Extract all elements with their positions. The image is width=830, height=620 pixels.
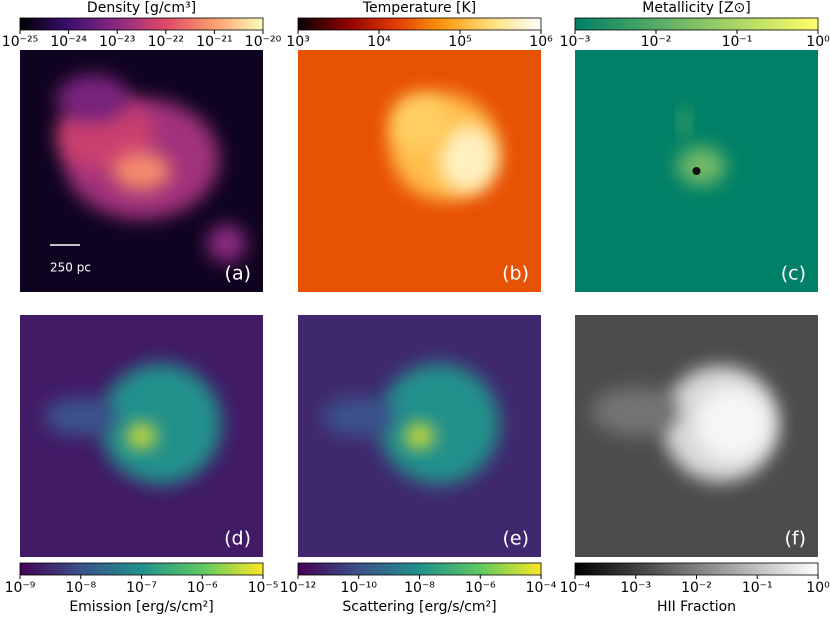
colorbar-tick-label: 10⁰ [806, 34, 830, 50]
panel-image [575, 315, 818, 557]
panel-label: (b) [502, 263, 529, 285]
colorbar [574, 17, 819, 31]
image-feature [592, 387, 680, 436]
colorbar-tick-label: 10⁻⁷ [126, 580, 157, 596]
colorbar-label: Scattering [erg/s/cm²] [342, 599, 496, 615]
panel: (f) 10⁻⁴ 10⁻³ 10⁻² 10⁻¹ 10⁰ HII Fraction [560, 315, 830, 615]
colorbar-tick-label: 10⁵ [448, 34, 471, 50]
colorbar-tick-label: 10⁻⁶ [465, 580, 496, 596]
colorbar-tick-label: 10⁻¹ [722, 34, 753, 50]
colorbar [19, 562, 264, 576]
image-feature [56, 74, 130, 123]
colorbar-tick-label: 10⁴ [367, 34, 391, 50]
colorbar-tick-label: 10⁻² [641, 34, 672, 50]
image-feature [207, 224, 246, 263]
image-feature [322, 397, 396, 437]
colorbar-tick-label: 10⁻⁴ [560, 580, 591, 596]
colorbar-label: Metallicity [Z⊙] [642, 0, 751, 16]
image-feature [112, 151, 171, 191]
colorbar-tick-label: 10⁻²⁴ [50, 34, 87, 50]
colorbar-tick-label: 10⁻²⁰ [245, 34, 282, 50]
image-feature [679, 108, 690, 138]
colorbar-tick-label: 10⁻¹⁰ [341, 580, 378, 596]
panel-image [575, 50, 818, 292]
colorbar-tick-label: 10⁻²⁵ [2, 34, 38, 50]
panel-image [20, 50, 263, 292]
colorbar-tick-label: 10⁻⁹ [5, 580, 36, 596]
panel: (d) 10⁻⁹ 10⁻⁸ 10⁻⁷ 10⁻⁶ 10⁻⁵ Emission [erg/s/c… [5, 315, 279, 615]
panel-image [298, 50, 541, 292]
image-feature [390, 93, 449, 152]
panel-label: (f) [784, 528, 806, 550]
image-feature [404, 423, 435, 449]
image-feature [696, 387, 770, 461]
colorbar-label: Density [g/cm³] [87, 0, 196, 16]
colorbar-tick-label: 10⁻³ [620, 580, 651, 596]
scale-bar-label: 250 pc [50, 261, 91, 275]
colorbar-tick-label: 10⁰ [806, 580, 830, 596]
colorbar-label: Temperature [K] [362, 0, 476, 16]
panel-image [298, 315, 541, 557]
colorbar-label: HII Fraction [657, 599, 736, 615]
panel: (a) 250 pc 10⁻²⁵ 10⁻²⁴ 10⁻²³ 10⁻²² 10⁻²¹ 10⁻²⁰ D… [2, 0, 282, 292]
colorbar-tick-label: 10⁻⁶ [187, 580, 218, 596]
image-feature [677, 146, 726, 186]
image-feature [438, 125, 498, 193]
panel: (c) 10⁻³ 10⁻² 10⁻¹ 10⁰ Metallicity [Z⊙] [560, 0, 830, 292]
colorbar-tick-label: 10⁻²³ [99, 34, 135, 50]
image-feature [126, 423, 157, 449]
panel-label: (d) [224, 528, 251, 550]
colorbar-tick-label: 10⁻³ [560, 34, 591, 50]
image-feature [100, 363, 222, 485]
image-feature [692, 167, 701, 175]
colorbar-tick-label: 10⁻¹ [742, 580, 773, 596]
colorbar-tick-label: 10⁶ [529, 34, 553, 50]
panel: (e) 10⁻¹² 10⁻¹⁰ 10⁻⁸ 10⁻⁶ 10⁻⁴ Scattering [erg… [280, 315, 557, 615]
colorbar [574, 562, 819, 576]
image-feature [378, 363, 500, 485]
panel-image [20, 315, 263, 557]
colorbar-tick-label: 10⁻⁴ [526, 580, 557, 596]
colorbar-tick-label: 10⁻⁸ [65, 580, 96, 596]
colorbar [297, 17, 542, 31]
colorbar-tick-label: 10³ [286, 34, 309, 50]
colorbar-tick-label: 10⁻⁵ [248, 580, 279, 596]
colorbar-tick-label: 10⁻²¹ [196, 34, 232, 50]
colorbar-tick-label: 10⁻²² [148, 34, 184, 50]
colorbar-label: Emission [erg/s/cm²] [69, 599, 213, 615]
colorbar [297, 562, 542, 576]
colorbar-tick-label: 10⁻⁸ [404, 580, 435, 596]
image-feature [44, 397, 118, 437]
colorbar-tick-label: 10⁻¹² [280, 580, 316, 596]
panel-label: (a) [225, 263, 251, 285]
panel: (b) 10³ 10⁴ 10⁵ 10⁶ Temperature [K] [286, 0, 553, 292]
panel-label: (e) [502, 528, 529, 550]
colorbar [19, 17, 264, 31]
panel-label: (c) [781, 263, 806, 285]
colorbar-tick-label: 10⁻² [681, 580, 712, 596]
